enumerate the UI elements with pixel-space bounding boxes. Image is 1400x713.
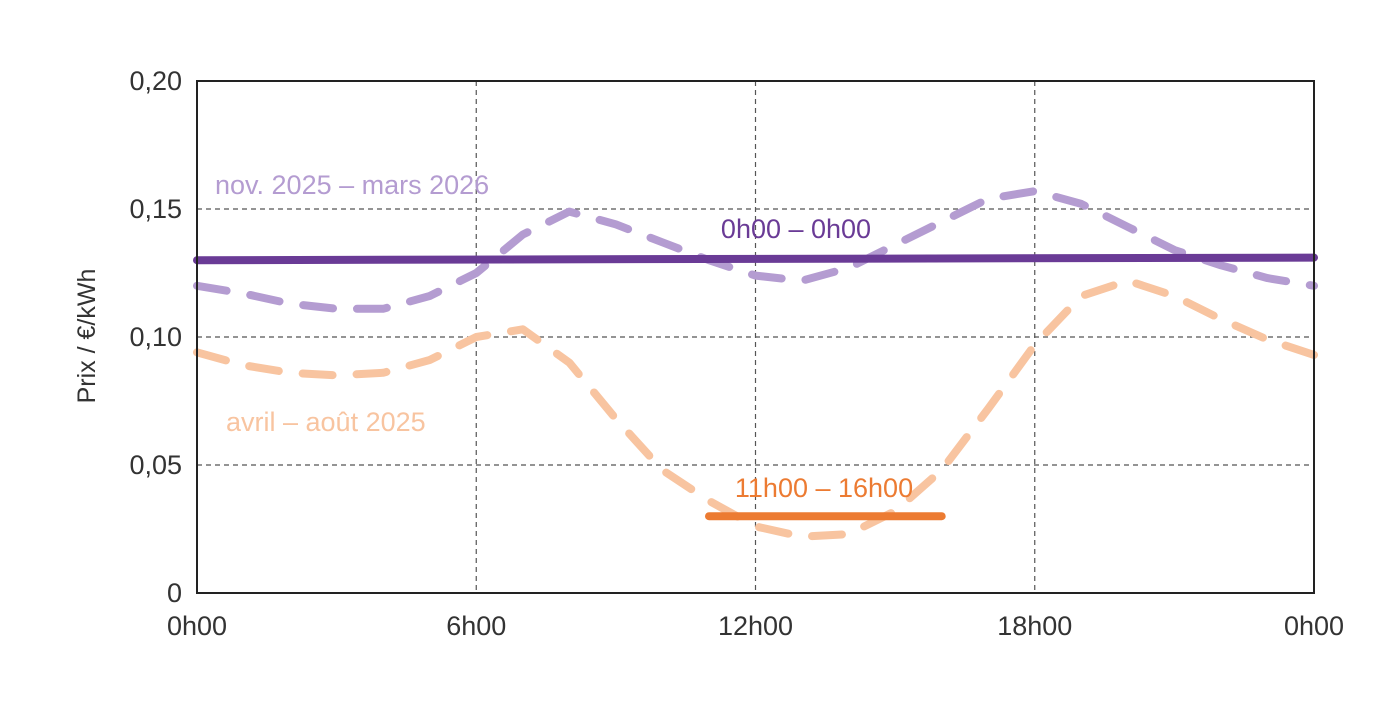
annotation-flat-tariff: 0h00 – 0h00 bbox=[721, 214, 871, 244]
x-tick-label: 6h00 bbox=[446, 611, 506, 641]
series-line-flat-tariff bbox=[193, 253, 1318, 265]
annotation-winter-period: nov. 2025 – mars 2026 bbox=[215, 170, 489, 200]
annotation-summer-period: avril – août 2025 bbox=[226, 407, 426, 437]
series-line-summer bbox=[193, 276, 1318, 541]
y-tick-label: 0,05 bbox=[129, 450, 182, 480]
series-annotations: nov. 2025 – mars 2026 0h00 – 0h00 avril – … bbox=[215, 170, 913, 503]
y-tick-label: 0,10 bbox=[129, 322, 182, 352]
x-tick-label: 12h00 bbox=[718, 611, 793, 641]
grid-lines bbox=[197, 81, 1314, 593]
y-tick-label: 0 bbox=[167, 578, 182, 608]
series-lines bbox=[193, 187, 1318, 541]
x-tick-label: 18h00 bbox=[997, 611, 1072, 641]
x-tick-label: 0h00 bbox=[1284, 611, 1344, 641]
y-tick-label: 0,20 bbox=[129, 66, 182, 96]
y-axis-title: Prix / €/kWh bbox=[73, 269, 101, 404]
annotation-offpeak-window: 11h00 – 16h00 bbox=[735, 473, 913, 503]
series-line-winter bbox=[193, 187, 1318, 313]
y-axis-tick-labels: 0 0,05 0,10 0,15 0,20 bbox=[129, 66, 182, 608]
x-tick-label: 0h00 bbox=[167, 611, 227, 641]
plot-frame bbox=[196, 80, 1315, 594]
x-axis-tick-labels: 0h00 6h00 12h00 18h00 0h00 bbox=[167, 611, 1344, 641]
y-tick-label: 0,15 bbox=[129, 194, 182, 224]
